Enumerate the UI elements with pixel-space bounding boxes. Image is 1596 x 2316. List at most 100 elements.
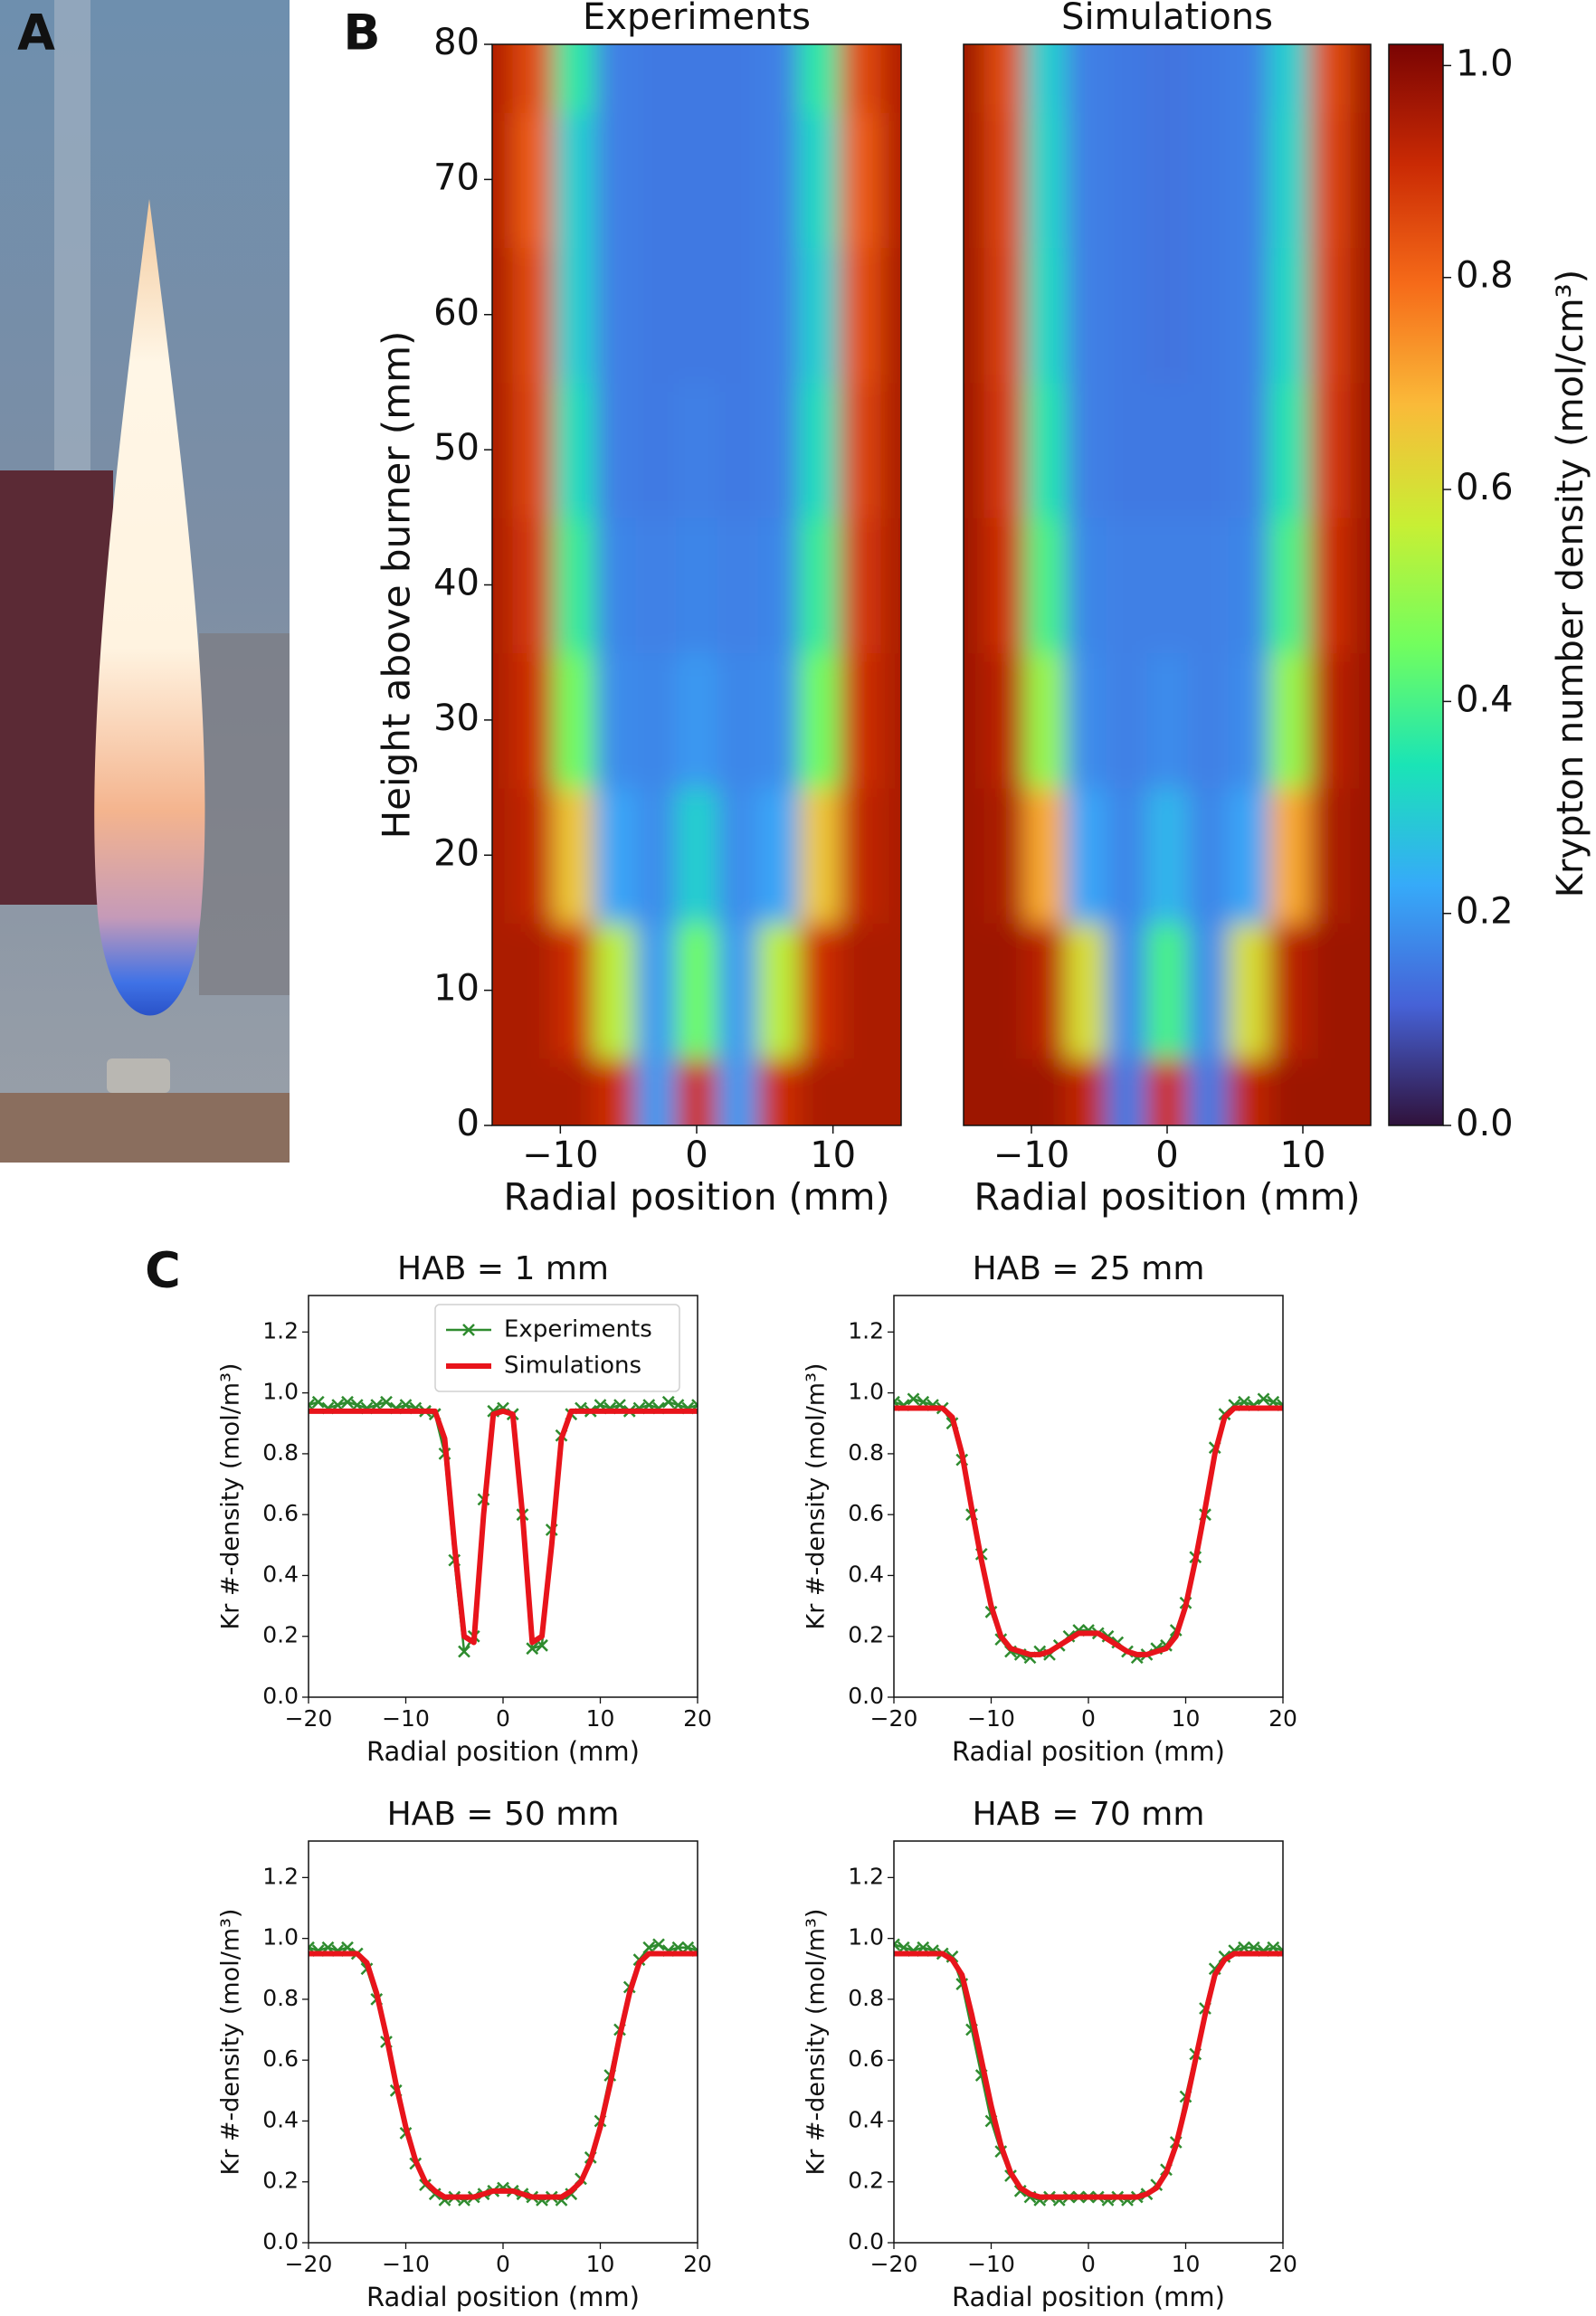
x-axis-label: Radial position (mm) [952,2282,1225,2312]
marker [661,1395,675,1409]
heat-cell [964,111,985,249]
heat-cell [553,1058,595,1125]
heat-cell [594,652,637,789]
y-tick-label: 0.2 [848,2168,884,2194]
x-tick-label: 0 [685,1134,708,1176]
heat-cell [880,652,901,789]
heat-cell [1350,1058,1371,1125]
y-tick-label: 0.6 [262,1500,299,1526]
plot-area [309,1938,698,2207]
heat-cell [880,247,901,384]
heat-cell [594,922,637,1059]
heat-cell [492,111,514,249]
heat-cell [983,1058,1026,1125]
heat-cell [717,247,759,384]
heat-cell [799,247,841,384]
x-tick-label: −20 [870,1705,918,1732]
heat-cell [1024,1058,1067,1125]
heat-cell [717,922,759,1059]
heat-cell [1065,517,1107,654]
x-tick-label: 0 [1081,1705,1096,1732]
heat-cell [1228,1058,1270,1125]
heat-cell [492,652,514,789]
heat-cell [799,382,841,518]
y-tick-label: 20 [433,832,480,874]
heat-cell [1146,787,1189,924]
heat-cell [757,652,800,789]
heat-cell [1309,44,1352,113]
series-line [894,1943,1283,2202]
heat-cell [799,111,841,249]
heat-cell [512,787,555,924]
y-tick-label: 0.2 [262,1622,299,1648]
marker [894,1938,900,1951]
colorbar-label: Krypton number density (mol/cm³) [1550,270,1591,897]
heat-cell [1024,652,1067,789]
heat-cell [594,382,637,518]
heat-cell [1146,517,1189,654]
heat-cell [964,517,985,654]
heat-cell [512,922,555,1059]
heat-cell [1268,922,1311,1059]
y-tick-label: 1.0 [848,1379,884,1405]
heat-cell [840,111,882,249]
y-tick-label: 0.0 [848,1683,884,1709]
heat-cell [512,111,555,249]
legend-box [434,1304,680,1392]
colorbar-tick-label: 1.0 [1456,43,1514,84]
heat-cell [757,382,800,518]
heat-cell [1146,652,1189,789]
panel-label: C [145,1242,181,1299]
y-tick-label: 0.6 [848,1500,884,1526]
y-tick-label: 50 [433,427,480,469]
colorbar-tick-label: 0.4 [1456,679,1514,720]
y-tick-label: 0.8 [848,1439,884,1466]
heat-cell [1065,652,1107,789]
heat-cell [492,517,514,654]
heat-cell [1065,787,1107,924]
heat-cell [1065,382,1107,518]
heat-cell [983,382,1026,518]
heat-cell [717,787,759,924]
heat-cell [964,922,985,1059]
heat-cell [1065,44,1107,113]
heat-cell [1350,787,1371,924]
marker [341,1395,354,1409]
plot-area [894,1938,1283,2207]
heat-cell [1309,382,1352,518]
heat-cell [512,652,555,789]
x-tick-label: −10 [967,1705,1015,1732]
heat-cell [1228,111,1270,249]
heat-cell [880,382,901,518]
series-line [309,1408,698,1646]
heat-cell [1350,382,1371,518]
heatmap-cells [964,44,1371,1125]
heat-cell [1106,922,1148,1059]
x-tick-label: −10 [993,1134,1069,1176]
flame-photo [0,0,290,1163]
y-tick-label: 0.2 [262,2168,299,2194]
heat-cell [1228,247,1270,384]
heat-cell [964,247,985,384]
y-tick-label: 70 [433,157,480,198]
heat-cell [799,652,841,789]
heat-cell [1106,44,1148,113]
heat-cell [1146,1058,1189,1125]
heat-cell [1309,1058,1352,1125]
x-tick-label: 10 [586,1705,615,1732]
heat-cell [1024,44,1067,113]
heat-cell [964,44,985,113]
heat-cell [1106,517,1148,654]
heat-cell [553,922,595,1059]
heat-cell [1187,1058,1230,1125]
y-tick-label: 0.4 [848,1561,884,1587]
y-axis-label: Kr #-density (mol/m³) [217,1909,245,2176]
heat-cell [717,111,759,249]
y-tick-label: 10 [433,968,480,1010]
series-line [894,1405,1283,1657]
chart-title: Experiments [583,0,811,38]
heat-cell [553,787,595,924]
x-tick-label: 10 [586,2251,615,2277]
x-tick-label: 20 [1268,2251,1297,2277]
heat-cell [1065,1058,1107,1125]
